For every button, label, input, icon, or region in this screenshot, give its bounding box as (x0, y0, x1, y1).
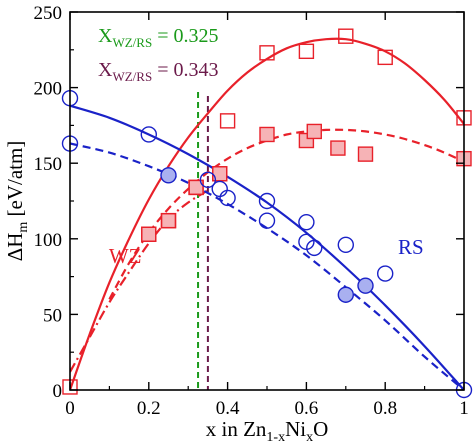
rs-point-7 (258, 212, 276, 229)
y-tick-label-2: 100 (34, 230, 63, 251)
rs-point-10 (306, 239, 323, 257)
rs-point-5 (219, 189, 236, 207)
wz-point-7 (298, 43, 315, 60)
rs-filled-point-1 (337, 286, 354, 303)
rs-point-11 (337, 236, 354, 254)
rs-filled-point-0 (160, 167, 177, 184)
wz-point-6 (259, 45, 275, 61)
x-tick-label-2: 0.4 (216, 398, 240, 419)
wz-point-3 (188, 179, 204, 196)
rs-point-2 (140, 126, 158, 143)
wz-fit-dashdot (70, 189, 209, 373)
y-tick-label-1: 50 (43, 305, 62, 326)
x-tick-label-1: 0.2 (137, 398, 161, 419)
y-tick-label-5: 250 (34, 3, 63, 24)
wz-filled-point-7 (330, 140, 346, 156)
wz-filled-point-8 (357, 146, 374, 162)
y-axis-label: ΔHm [eV/atm] (3, 141, 31, 262)
wz-filled-point-0 (141, 226, 157, 242)
x-tick-label-3: 0.6 (295, 398, 319, 419)
data-markers (61, 28, 473, 399)
x-tick-label-4: 0.8 (373, 398, 397, 419)
rs-point-6 (258, 192, 276, 210)
wz-point-8 (338, 28, 354, 44)
y-tick-label-4: 200 (34, 79, 63, 100)
vertical-lines (197, 92, 209, 390)
wz-point-2 (160, 212, 177, 229)
wz-filled-point-1 (160, 212, 177, 229)
rs-filled-point-2 (357, 277, 374, 294)
rs-point-12 (377, 265, 394, 282)
ticks (69, 11, 465, 391)
rs-fit-solid (70, 104, 464, 390)
y-tick-label-0: 0 (53, 381, 63, 402)
fit-curves (70, 37, 464, 390)
series-label-rs: RS (398, 235, 424, 259)
wz-point-1 (141, 226, 157, 242)
annotation-0: XWZ/RS = 0.325 (98, 25, 218, 50)
wz-filled-point-6 (306, 123, 322, 140)
wz-fit-solid (70, 37, 464, 390)
wz-point-5 (219, 113, 236, 129)
x-tick-label-0: 0 (65, 398, 75, 419)
wz-filled-point-4 (259, 126, 275, 143)
series-label-wz: WZ (109, 244, 142, 268)
annotation-1: XWZ/RS = 0.343 (98, 59, 218, 84)
wz-fit-dashed (108, 128, 464, 300)
x-tick-label-5: 1 (459, 398, 469, 419)
rs-point-3 (199, 171, 217, 189)
rs-point-8 (298, 213, 315, 231)
y-tick-label-3: 150 (34, 154, 63, 175)
wz-point-9 (377, 49, 393, 66)
rs-point-4 (211, 180, 228, 198)
x-axis-label: x in Zn1-xNixO (206, 417, 329, 443)
text-labels: 0 0.2 0.4 0.6 0.8 1 0 50 100 150 200 250 x in Zn1-xN… (3, 3, 469, 443)
